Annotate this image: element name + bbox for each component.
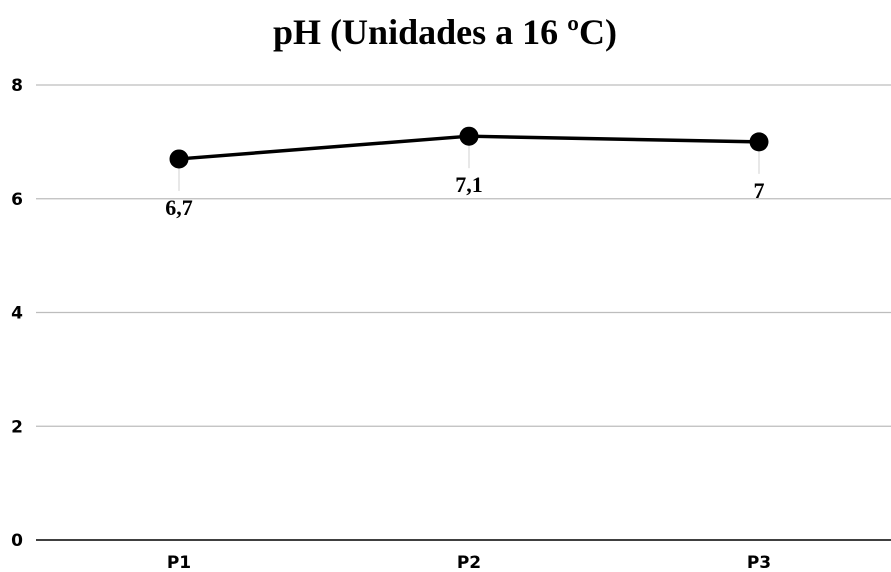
data-label-p1: 6,7 xyxy=(165,195,193,220)
x-axis-ticks: P1 P2 P3 xyxy=(167,553,771,572)
gridlines xyxy=(36,84,891,541)
series-ph xyxy=(169,126,769,191)
data-point-p3 xyxy=(749,132,769,152)
data-labels: 6,7 7,1 7 xyxy=(165,172,764,220)
y-tick-label-0: 0 xyxy=(11,531,23,551)
x-tick-label-p2: P2 xyxy=(457,553,481,572)
y-tick-label-8: 8 xyxy=(11,76,23,96)
data-point-p2 xyxy=(459,126,479,146)
data-label-p3: 7 xyxy=(754,178,765,203)
y-tick-label-6: 6 xyxy=(11,190,23,210)
y-tick-label-2: 2 xyxy=(11,417,23,437)
chart-title: pH (Unidades a 16 ºC) xyxy=(273,12,617,52)
x-tick-label-p3: P3 xyxy=(747,553,771,572)
data-label-p2: 7,1 xyxy=(455,172,483,197)
y-axis-ticks: 0 2 4 6 8 xyxy=(11,76,23,551)
y-tick-label-4: 4 xyxy=(11,304,23,324)
data-point-p1 xyxy=(169,149,189,169)
x-tick-label-p1: P1 xyxy=(167,553,191,572)
